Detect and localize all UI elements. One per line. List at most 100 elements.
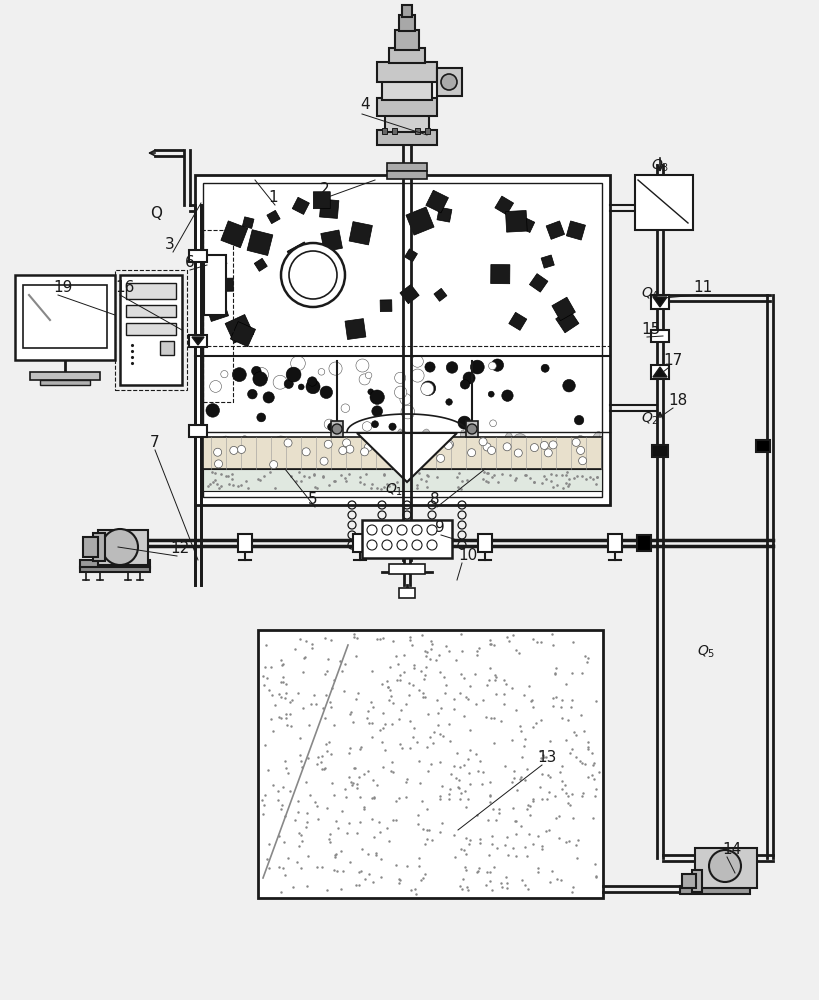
- Bar: [552, 297, 576, 321]
- Circle shape: [238, 445, 246, 453]
- Circle shape: [574, 415, 584, 425]
- Circle shape: [467, 424, 477, 434]
- Circle shape: [230, 446, 238, 454]
- Bar: [434, 288, 447, 301]
- Circle shape: [329, 362, 342, 375]
- Circle shape: [441, 74, 457, 90]
- Circle shape: [549, 441, 557, 449]
- Circle shape: [372, 421, 378, 428]
- Bar: [567, 221, 586, 240]
- Circle shape: [397, 525, 407, 535]
- Bar: [160, 341, 174, 355]
- Circle shape: [233, 368, 247, 382]
- Circle shape: [412, 540, 422, 550]
- Circle shape: [409, 445, 417, 453]
- Text: 5: 5: [308, 492, 318, 507]
- Bar: [189, 425, 207, 437]
- Circle shape: [372, 406, 382, 417]
- Ellipse shape: [414, 457, 426, 472]
- Ellipse shape: [460, 430, 468, 449]
- Ellipse shape: [358, 434, 372, 446]
- Bar: [546, 221, 564, 239]
- Circle shape: [291, 356, 305, 371]
- Circle shape: [221, 371, 228, 378]
- Bar: [319, 199, 339, 218]
- Ellipse shape: [547, 445, 560, 456]
- Bar: [405, 249, 418, 262]
- Circle shape: [263, 392, 274, 403]
- Circle shape: [446, 362, 458, 373]
- Circle shape: [356, 359, 369, 372]
- Circle shape: [503, 443, 511, 451]
- Text: $Q_5$: $Q_5$: [697, 644, 715, 660]
- Bar: [126, 323, 176, 335]
- Text: 19: 19: [53, 280, 72, 295]
- Circle shape: [382, 540, 392, 550]
- Circle shape: [411, 369, 424, 382]
- Text: $Q_1$: $Q_1$: [385, 482, 403, 498]
- Circle shape: [709, 850, 741, 882]
- Ellipse shape: [256, 454, 265, 463]
- Ellipse shape: [233, 450, 241, 458]
- Circle shape: [488, 391, 494, 397]
- Circle shape: [400, 394, 411, 405]
- Ellipse shape: [559, 439, 568, 448]
- Bar: [305, 282, 319, 295]
- Text: 9: 9: [435, 520, 445, 535]
- Ellipse shape: [566, 446, 585, 455]
- Bar: [382, 80, 432, 100]
- Bar: [230, 322, 256, 347]
- Ellipse shape: [233, 450, 246, 460]
- Ellipse shape: [399, 431, 410, 444]
- Ellipse shape: [518, 454, 536, 461]
- Ellipse shape: [266, 456, 276, 465]
- Circle shape: [253, 372, 267, 386]
- Bar: [208, 258, 227, 276]
- Ellipse shape: [408, 436, 421, 456]
- Circle shape: [491, 359, 504, 371]
- Bar: [292, 197, 310, 214]
- Ellipse shape: [400, 447, 412, 463]
- Text: 12: 12: [170, 541, 189, 556]
- Circle shape: [420, 441, 428, 449]
- Circle shape: [577, 446, 585, 454]
- Circle shape: [395, 386, 407, 398]
- Circle shape: [395, 372, 405, 383]
- Ellipse shape: [395, 452, 410, 467]
- Ellipse shape: [362, 440, 375, 450]
- Circle shape: [397, 540, 407, 550]
- Circle shape: [412, 525, 422, 535]
- Bar: [242, 217, 254, 228]
- Circle shape: [458, 416, 471, 429]
- Bar: [377, 62, 437, 82]
- Ellipse shape: [453, 452, 466, 460]
- Circle shape: [346, 445, 354, 453]
- Bar: [680, 886, 750, 894]
- Ellipse shape: [514, 434, 527, 445]
- Circle shape: [541, 364, 550, 372]
- Bar: [126, 305, 176, 317]
- Bar: [495, 196, 514, 215]
- Circle shape: [368, 389, 373, 395]
- Bar: [387, 171, 427, 179]
- Text: 14: 14: [722, 842, 741, 857]
- Circle shape: [437, 454, 445, 462]
- Ellipse shape: [373, 449, 384, 460]
- Circle shape: [578, 457, 586, 465]
- Circle shape: [332, 424, 342, 434]
- Ellipse shape: [372, 439, 388, 456]
- Bar: [437, 68, 462, 96]
- Text: 17: 17: [663, 353, 682, 368]
- Ellipse shape: [459, 449, 477, 458]
- Bar: [314, 192, 330, 209]
- Ellipse shape: [324, 444, 341, 460]
- Circle shape: [359, 374, 370, 385]
- Circle shape: [339, 447, 346, 455]
- Ellipse shape: [566, 448, 580, 459]
- Circle shape: [251, 366, 261, 376]
- Circle shape: [247, 389, 257, 399]
- Bar: [406, 207, 434, 235]
- Bar: [385, 115, 429, 132]
- Bar: [692, 870, 702, 892]
- Circle shape: [460, 380, 469, 389]
